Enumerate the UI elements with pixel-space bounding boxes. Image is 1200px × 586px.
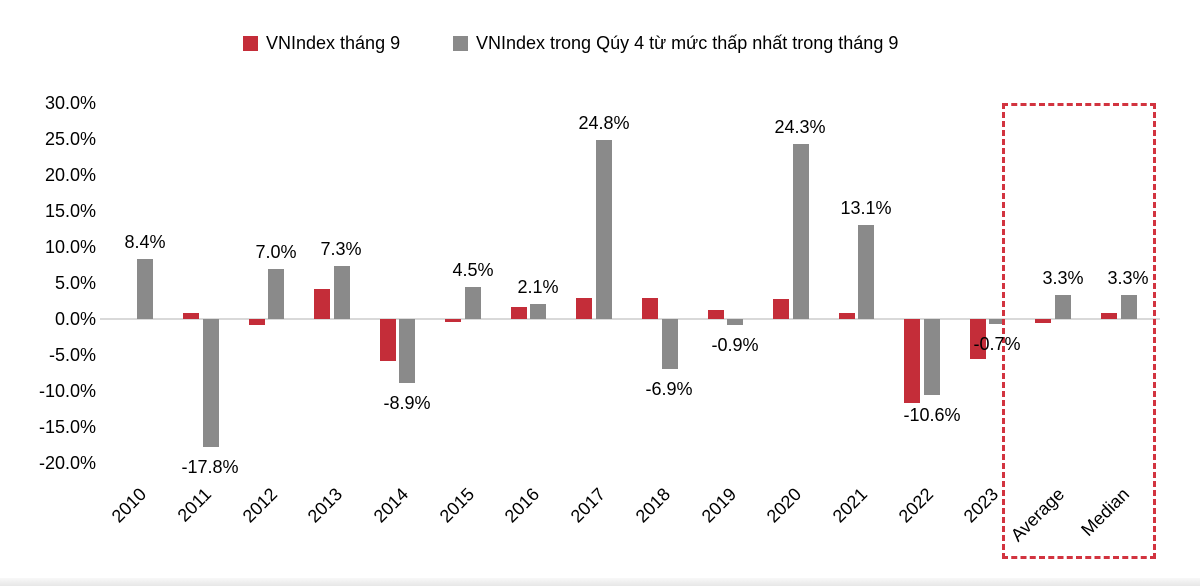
bar-gray-2022: [924, 319, 940, 395]
bar-gray-2012: [268, 269, 284, 319]
y-tick-label: -20.0%: [38, 453, 96, 473]
bar-gray-2023: [989, 319, 1005, 324]
highlight-dashed-box: [1002, 103, 1156, 559]
bar-gray-2019: [727, 319, 743, 325]
bar-gray-2017: [596, 140, 612, 319]
data-label-2011: -17.8%: [181, 457, 239, 477]
zero-axis-line: [100, 318, 1160, 320]
bar-gray-2018: [662, 319, 678, 369]
y-tick-label: 5.0%: [54, 273, 96, 293]
data-label-2018: -6.9%: [645, 379, 693, 399]
bar-red-2023: [970, 319, 986, 359]
legend-item-vnindex-quy-4: VNIndex trong Qúy 4 từ mức thấp nhất tro…: [453, 33, 898, 53]
bar-red-2022: [904, 319, 920, 403]
data-label-2014: -8.9%: [383, 393, 431, 413]
bar-red-2019: [708, 310, 724, 319]
data-label-2023: -0.7%: [973, 334, 1021, 354]
bar-gray-2011: [203, 319, 219, 447]
bar-red-2020: [773, 299, 789, 319]
data-label-2021: 13.1%: [840, 198, 892, 218]
bar-red-2018: [642, 298, 658, 319]
bar-red-2014: [380, 319, 396, 361]
legend-swatch-gray-icon: [453, 35, 468, 51]
bottom-strip: [0, 578, 1200, 586]
bar-red-2013: [314, 289, 330, 319]
legend-label: VNIndex tháng 9: [266, 33, 401, 53]
bar-red-2015: [445, 319, 461, 322]
y-tick-label: 10.0%: [44, 237, 96, 257]
bar-gray-2013: [334, 266, 350, 319]
y-tick-label: 25.0%: [44, 129, 96, 149]
data-label-2010: 8.4%: [124, 232, 166, 252]
y-tick-label: -5.0%: [48, 345, 96, 365]
y-tick-label: 0.0%: [54, 309, 96, 329]
bar-red-2021: [839, 313, 855, 319]
data-label-2019: -0.9%: [711, 335, 759, 355]
bar-gray-2015: [465, 287, 481, 319]
bar-gray-2021: [858, 225, 874, 319]
legend-label: VNIndex trong Qúy 4 từ mức thấp nhất tro…: [476, 33, 899, 53]
data-label-2020: 24.3%: [774, 117, 826, 137]
bar-gray-2016: [530, 304, 546, 319]
bar-gray-median: [1121, 295, 1137, 319]
legend-item-vnindex-thang-9: VNIndex tháng 9: [243, 33, 400, 53]
data-label-2012: 7.0%: [255, 242, 297, 262]
bar-red-median: [1101, 313, 1117, 319]
y-tick-label: -15.0%: [38, 417, 96, 437]
data-label-2013: 7.3%: [320, 239, 362, 259]
y-tick-label: 20.0%: [44, 165, 96, 185]
data-label-average: 3.3%: [1042, 268, 1084, 288]
y-tick-label: -10.0%: [38, 381, 96, 401]
data-label-2017: 24.8%: [578, 113, 630, 133]
bar-gray-2010: [137, 259, 153, 319]
y-tick-label: 15.0%: [44, 201, 96, 221]
bar-gray-2014: [399, 319, 415, 383]
bar-gray-2020: [793, 144, 809, 319]
bar-gray-average: [1055, 295, 1071, 319]
data-label-2016: 2.1%: [517, 277, 559, 297]
y-tick-label: 30.0%: [44, 93, 96, 113]
legend-swatch-red-icon: [243, 35, 258, 51]
bar-red-2017: [576, 298, 592, 319]
bar-red-average: [1035, 319, 1051, 323]
bar-red-2011: [183, 313, 199, 319]
data-label-2022: -10.6%: [903, 405, 961, 425]
bar-red-2012: [249, 319, 265, 325]
data-label-2015: 4.5%: [452, 260, 494, 280]
data-label-median: 3.3%: [1107, 268, 1149, 288]
bar-red-2016: [511, 307, 527, 319]
